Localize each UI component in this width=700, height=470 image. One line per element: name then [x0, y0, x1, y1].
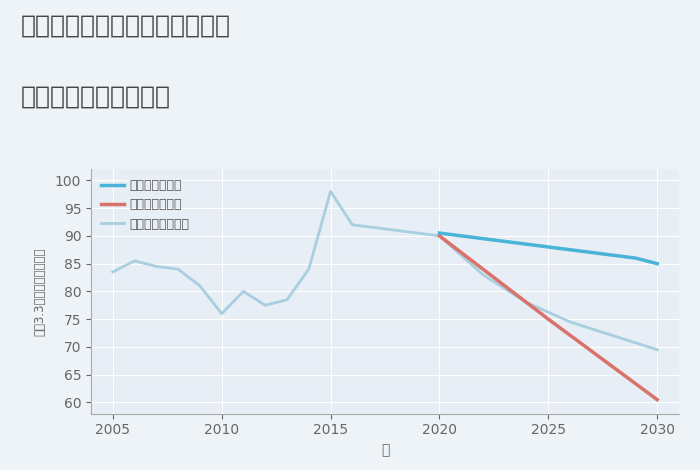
グッドシナリオ	[457, 233, 466, 239]
グッドシナリオ	[610, 252, 618, 258]
ノーマルシナリオ	[239, 289, 248, 294]
ノーマルシナリオ	[610, 333, 618, 339]
Y-axis label: 坪（3.3㎡）単価（万円）: 坪（3.3㎡）単価（万円）	[34, 247, 47, 336]
ノーマルシナリオ	[392, 227, 400, 233]
X-axis label: 年: 年	[381, 443, 389, 457]
ノーマルシナリオ	[479, 272, 487, 278]
ノーマルシナリオ	[304, 266, 313, 272]
ノーマルシナリオ	[283, 297, 291, 303]
グッドシナリオ	[500, 239, 509, 244]
ノーマルシナリオ	[174, 266, 182, 272]
ノーマルシナリオ	[261, 303, 270, 308]
ノーマルシナリオ	[218, 311, 226, 316]
ノーマルシナリオ	[370, 225, 378, 230]
ノーマルシナリオ	[653, 347, 662, 352]
ノーマルシナリオ	[522, 300, 531, 306]
ノーマルシナリオ	[566, 319, 574, 325]
Line: グッドシナリオ: グッドシナリオ	[440, 233, 657, 264]
ノーマルシナリオ	[152, 264, 160, 269]
バッドシナリオ	[544, 316, 552, 322]
バッドシナリオ	[653, 397, 662, 402]
Text: 中古戸建ての価格推移: 中古戸建ての価格推移	[21, 85, 171, 109]
Line: ノーマルシナリオ: ノーマルシナリオ	[113, 191, 657, 350]
グッドシナリオ	[566, 247, 574, 252]
バッドシナリオ	[435, 233, 444, 239]
グッドシナリオ	[544, 244, 552, 250]
ノーマルシナリオ	[108, 269, 117, 275]
Legend: グッドシナリオ, バッドシナリオ, ノーマルシナリオ: グッドシナリオ, バッドシナリオ, ノーマルシナリオ	[97, 175, 193, 235]
ノーマルシナリオ	[326, 188, 335, 194]
ノーマルシナリオ	[414, 230, 422, 236]
ノーマルシナリオ	[435, 233, 444, 239]
グッドシナリオ	[653, 261, 662, 266]
Text: 兵庫県たつの市揖保川町黍田の: 兵庫県たつの市揖保川町黍田の	[21, 14, 231, 38]
Line: バッドシナリオ: バッドシナリオ	[440, 236, 657, 400]
ノーマルシナリオ	[196, 283, 204, 289]
グッドシナリオ	[588, 250, 596, 255]
ノーマルシナリオ	[130, 258, 139, 264]
グッドシナリオ	[479, 236, 487, 242]
グッドシナリオ	[435, 230, 444, 236]
グッドシナリオ	[631, 255, 640, 261]
ノーマルシナリオ	[348, 222, 356, 227]
グッドシナリオ	[522, 242, 531, 247]
